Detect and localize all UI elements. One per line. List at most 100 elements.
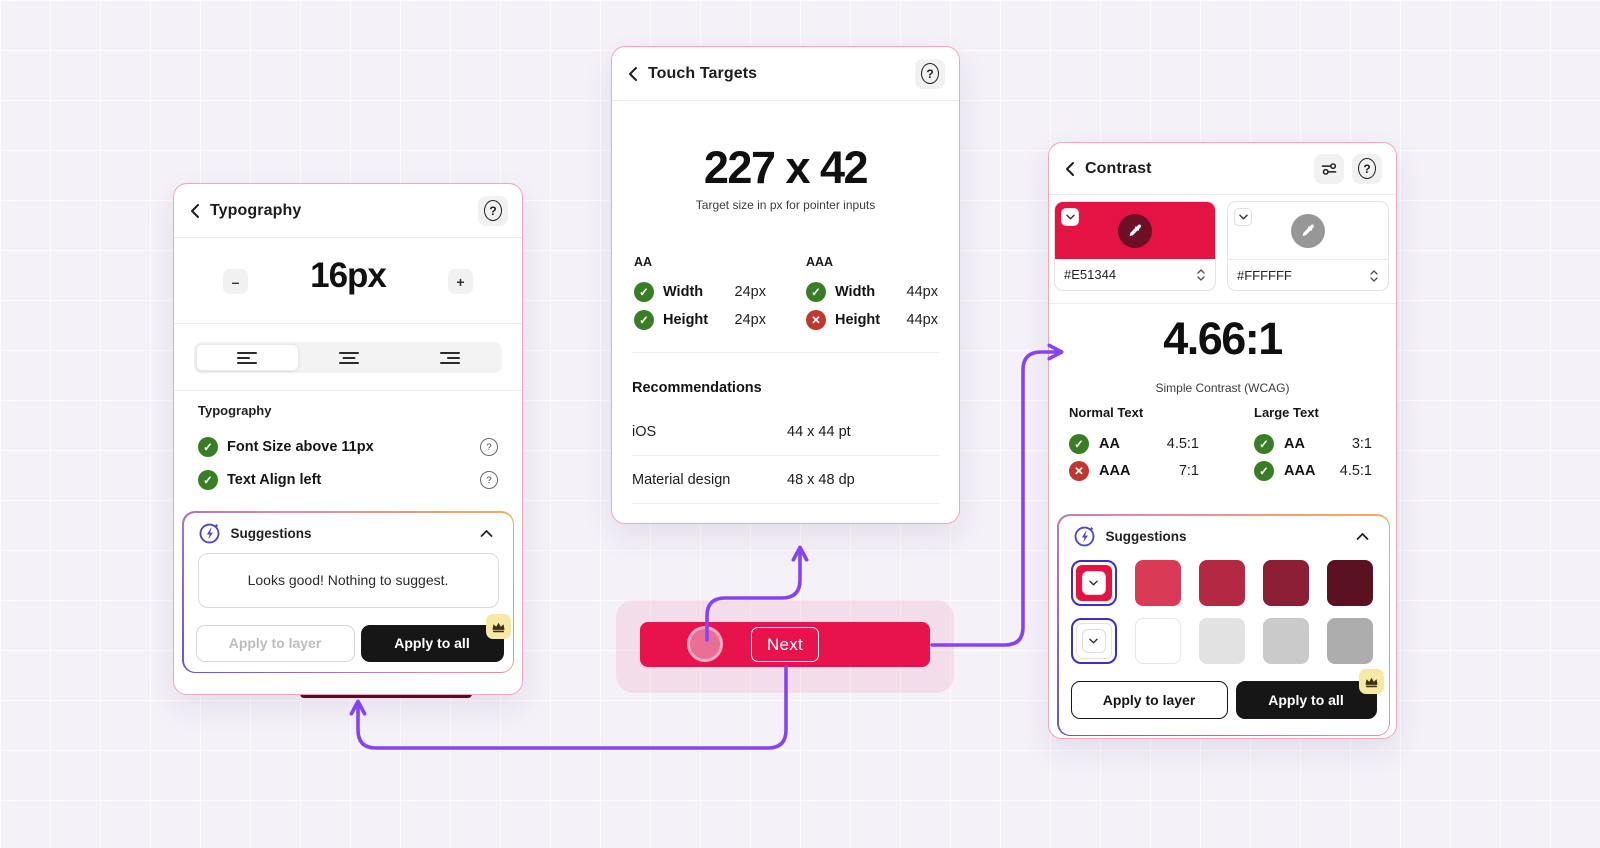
next-button-label: Next — [766, 634, 804, 654]
back-chevron-icon[interactable] — [190, 203, 200, 219]
foreground-color-card: #E51344 — [1054, 201, 1216, 291]
back-chevron-icon[interactable] — [1065, 161, 1075, 177]
apply-to-layer-button[interactable]: Apply to layer — [1070, 680, 1228, 719]
check-row: Width 44px — [806, 278, 938, 306]
color-swatch[interactable] — [1134, 617, 1181, 664]
status-icon — [1254, 460, 1274, 481]
font-size-row: – 16px + — [174, 238, 522, 323]
eyedropper-icon[interactable] — [1291, 213, 1325, 248]
help-button[interactable]: ? — [915, 58, 945, 89]
question-mark-icon: ? — [921, 63, 939, 84]
recommendation-row: iOS 44 x 44 pt — [632, 422, 939, 442]
status-icon — [634, 282, 654, 302]
row-value: 4.5:1 — [1166, 435, 1199, 452]
help-button[interactable]: ? — [478, 195, 508, 226]
apply-to-all-button[interactable]: Apply to all — [1235, 680, 1377, 719]
chevron-down-icon[interactable] — [1234, 208, 1252, 226]
column-name: Normal Text — [1069, 405, 1144, 420]
help-icon[interactable]: ? — [480, 471, 498, 489]
row-value: 7:1 — [1178, 462, 1199, 479]
background-suggestion-row — [1070, 617, 1373, 664]
hex-value: #E51344 — [1064, 267, 1117, 282]
row-label: Height — [663, 312, 709, 328]
apply-to-all-button[interactable]: Apply to all — [360, 624, 504, 662]
status-icon — [198, 470, 218, 490]
panel-title: Typography — [210, 201, 302, 219]
chevron-down-icon[interactable] — [1061, 208, 1079, 226]
status-icon — [1069, 460, 1089, 481]
eyedropper-icon[interactable] — [1118, 213, 1152, 248]
suggestions-title: Suggestions — [1105, 529, 1187, 544]
contrast-panel: Contrast ? #E51344 — [1048, 142, 1397, 739]
collapse-chevron-icon[interactable] — [1350, 531, 1375, 542]
panel-title: Touch Targets — [648, 64, 758, 82]
color-swatch[interactable] — [1198, 559, 1245, 606]
next-button-label-box: Next — [751, 627, 819, 662]
chevron-down-icon[interactable] — [1081, 628, 1106, 653]
premium-crown-icon — [485, 613, 511, 639]
check-row: AA 4.5:1 — [1069, 430, 1199, 457]
selected-background-swatch[interactable] — [1070, 617, 1117, 664]
help-button[interactable]: ? — [1352, 153, 1382, 184]
status-icon — [198, 437, 218, 457]
premium-crown-icon — [1358, 668, 1384, 694]
sliders-icon — [1321, 162, 1337, 175]
align-right-icon — [439, 351, 460, 364]
typography-panel-header: Typography ? — [174, 184, 522, 238]
panel-title: Contrast — [1085, 159, 1152, 177]
status-icon — [1254, 433, 1274, 454]
suggestion-message: Looks good! Nothing to suggest. — [197, 552, 499, 608]
target-size-caption: Target size in px for pointer inputs — [695, 198, 876, 212]
align-left-button[interactable] — [196, 344, 299, 371]
chevron-down-icon[interactable] — [1081, 570, 1106, 595]
platform-label: Material design — [632, 472, 731, 488]
next-button[interactable]: Next — [640, 622, 930, 667]
collapse-chevron-icon[interactable] — [474, 528, 499, 539]
background-hex-field[interactable]: #FFFFFF — [1228, 260, 1388, 290]
check-row: Height 44px — [806, 306, 938, 334]
row-value: 44px — [906, 284, 938, 300]
color-swatch[interactable] — [1262, 559, 1309, 606]
color-swatch[interactable] — [1326, 559, 1373, 606]
color-swatch[interactable] — [1134, 559, 1181, 606]
color-swatch[interactable] — [1326, 617, 1373, 664]
check-row: AA 3:1 — [1254, 430, 1372, 457]
touch-targets-panel: Touch Targets ? 227 x 42 Target size in … — [611, 46, 960, 524]
large-text-column: Large Text AA 3:1 AAA 4.5:1 — [1254, 405, 1372, 484]
suggestions-card: Suggestions Looks good! Nothing to sugge… — [182, 511, 514, 673]
apply-to-layer-button[interactable]: Apply to layer — [195, 624, 355, 662]
color-swatch[interactable] — [1262, 617, 1309, 664]
background-swatch[interactable] — [1228, 202, 1388, 260]
increase-font-size-button[interactable]: + — [448, 269, 473, 294]
check-label: Text Align left — [227, 472, 322, 488]
font-size-value: 16px — [310, 256, 387, 295]
align-right-button[interactable] — [399, 344, 500, 371]
typography-panel: Typography ? – 16px + Typography F — [173, 183, 523, 695]
check-row-text-align: Text Align left ? — [198, 469, 498, 491]
stepper-icon[interactable] — [1369, 268, 1379, 284]
group-name: AA — [634, 255, 653, 269]
back-chevron-icon[interactable] — [628, 66, 638, 82]
stepper-icon[interactable] — [1196, 267, 1206, 283]
contrast-ratio-value: 4.66:1 — [1163, 313, 1283, 364]
help-icon[interactable]: ? — [480, 438, 498, 456]
suggestions-spark-icon — [1074, 526, 1094, 547]
row-label: Height — [835, 312, 881, 328]
foreground-swatch[interactable] — [1055, 202, 1215, 259]
color-swatch[interactable] — [1198, 617, 1245, 664]
touch-target-marker-circle — [687, 626, 723, 662]
settings-sliders-button[interactable] — [1314, 153, 1344, 184]
row-label: Width — [663, 284, 704, 300]
recommendations-title: Recommendations — [632, 380, 762, 396]
check-row: Height 24px — [634, 306, 766, 334]
align-center-button[interactable] — [299, 344, 400, 371]
group-name: AAA — [806, 255, 834, 269]
status-icon — [634, 310, 654, 330]
aa-group: AA Width 24px Height 24px — [634, 255, 766, 334]
foreground-hex-field[interactable]: #E51344 — [1055, 259, 1215, 290]
aaa-group: AAA Width 44px Height 44px — [806, 255, 938, 334]
decrease-font-size-button[interactable]: – — [223, 269, 248, 294]
selected-foreground-swatch[interactable] — [1070, 559, 1117, 606]
check-row: AAA 7:1 — [1069, 457, 1199, 484]
